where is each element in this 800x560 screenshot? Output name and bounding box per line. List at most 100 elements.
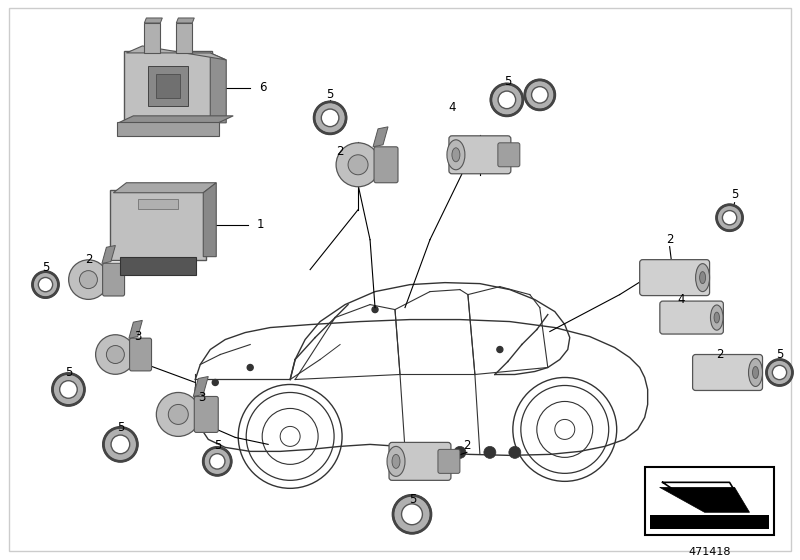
Text: 5: 5 <box>731 188 738 201</box>
Ellipse shape <box>695 264 710 292</box>
Circle shape <box>103 427 138 461</box>
FancyBboxPatch shape <box>102 263 125 296</box>
Polygon shape <box>114 183 216 193</box>
Polygon shape <box>194 376 208 396</box>
Circle shape <box>402 504 422 525</box>
Circle shape <box>772 365 786 380</box>
Circle shape <box>96 335 135 374</box>
FancyBboxPatch shape <box>640 260 710 296</box>
FancyBboxPatch shape <box>130 338 151 371</box>
Circle shape <box>348 155 368 175</box>
Text: 2: 2 <box>716 348 723 361</box>
Circle shape <box>722 211 737 225</box>
FancyBboxPatch shape <box>118 122 219 136</box>
Circle shape <box>212 380 218 385</box>
Circle shape <box>203 447 231 475</box>
Circle shape <box>429 446 441 459</box>
Ellipse shape <box>699 272 706 283</box>
Text: 2: 2 <box>463 439 470 452</box>
Circle shape <box>38 277 53 292</box>
Circle shape <box>156 393 200 436</box>
Circle shape <box>79 270 98 288</box>
Ellipse shape <box>447 140 465 170</box>
Circle shape <box>393 496 431 533</box>
Circle shape <box>525 80 554 110</box>
Text: 1: 1 <box>257 218 264 231</box>
Circle shape <box>336 143 380 186</box>
Text: 3: 3 <box>198 391 206 404</box>
Text: 5: 5 <box>65 366 72 379</box>
Polygon shape <box>660 487 750 512</box>
Circle shape <box>372 306 378 312</box>
FancyBboxPatch shape <box>110 190 206 260</box>
Text: 2: 2 <box>666 233 674 246</box>
Circle shape <box>69 260 108 300</box>
Text: 2: 2 <box>85 253 92 266</box>
Text: 4: 4 <box>448 101 456 114</box>
Circle shape <box>531 87 548 103</box>
Text: 5: 5 <box>504 76 511 88</box>
Circle shape <box>106 346 124 363</box>
Polygon shape <box>210 53 226 123</box>
Circle shape <box>454 446 466 459</box>
Circle shape <box>766 360 793 385</box>
Circle shape <box>33 272 58 297</box>
Polygon shape <box>126 46 226 60</box>
Ellipse shape <box>710 305 723 330</box>
Circle shape <box>314 102 346 134</box>
Polygon shape <box>176 18 194 23</box>
Ellipse shape <box>452 148 460 162</box>
FancyBboxPatch shape <box>438 449 460 473</box>
Circle shape <box>53 374 85 405</box>
Circle shape <box>484 446 496 459</box>
Ellipse shape <box>753 366 758 379</box>
Bar <box>645 468 774 535</box>
Ellipse shape <box>749 358 762 386</box>
Text: 5: 5 <box>410 493 417 506</box>
FancyBboxPatch shape <box>389 442 451 480</box>
Text: 471418: 471418 <box>688 547 731 557</box>
Text: 4: 4 <box>678 293 686 306</box>
Bar <box>650 515 770 529</box>
Circle shape <box>498 91 516 109</box>
Bar <box>120 256 196 274</box>
Text: 2: 2 <box>336 145 344 158</box>
Circle shape <box>509 446 521 459</box>
Polygon shape <box>203 183 216 256</box>
Circle shape <box>60 381 78 398</box>
Polygon shape <box>176 23 192 53</box>
Polygon shape <box>144 18 162 23</box>
Text: 6: 6 <box>259 81 267 95</box>
FancyBboxPatch shape <box>124 51 212 125</box>
FancyBboxPatch shape <box>374 147 398 183</box>
Circle shape <box>322 109 339 127</box>
Circle shape <box>111 435 130 454</box>
Ellipse shape <box>387 446 405 477</box>
Circle shape <box>210 454 225 469</box>
Polygon shape <box>144 23 160 53</box>
Text: 5: 5 <box>117 421 124 434</box>
Polygon shape <box>102 245 115 263</box>
Text: 5: 5 <box>776 348 783 361</box>
Circle shape <box>168 404 188 424</box>
FancyBboxPatch shape <box>449 136 511 174</box>
FancyBboxPatch shape <box>194 396 218 432</box>
Circle shape <box>247 365 253 371</box>
Polygon shape <box>129 320 142 338</box>
Polygon shape <box>373 127 388 147</box>
Polygon shape <box>118 116 234 123</box>
Bar <box>138 199 178 209</box>
Text: 5: 5 <box>42 261 49 274</box>
Text: 3: 3 <box>134 330 142 343</box>
FancyBboxPatch shape <box>498 143 520 167</box>
Circle shape <box>717 205 742 231</box>
Ellipse shape <box>714 312 719 323</box>
Circle shape <box>491 84 523 116</box>
Ellipse shape <box>392 454 400 468</box>
Circle shape <box>497 347 503 353</box>
Text: 5: 5 <box>326 88 334 101</box>
Text: 5: 5 <box>214 439 222 452</box>
FancyBboxPatch shape <box>693 354 762 390</box>
FancyBboxPatch shape <box>660 301 723 334</box>
Bar <box>148 66 188 106</box>
